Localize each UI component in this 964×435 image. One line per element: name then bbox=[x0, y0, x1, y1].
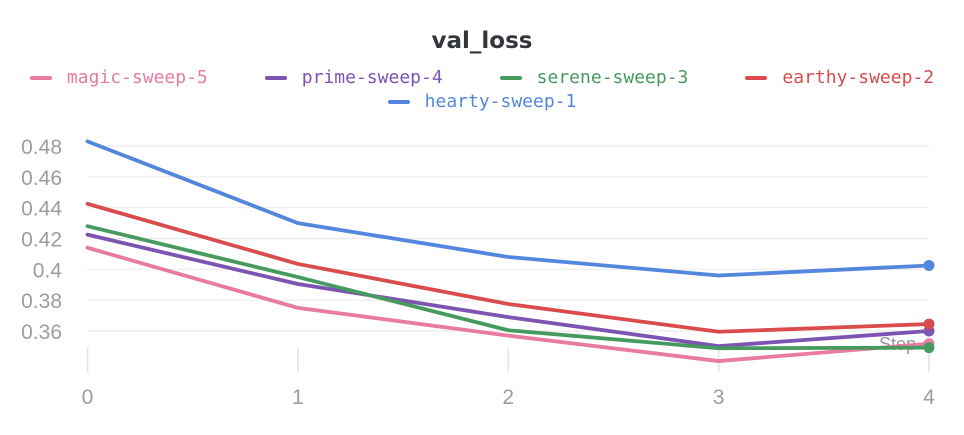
legend-item-prime-sweep-4[interactable]: prime-sweep-4 bbox=[264, 66, 443, 89]
y-tick-label: 0.48 bbox=[21, 136, 62, 159]
legend-label: hearty-sweep-1 bbox=[424, 91, 577, 112]
legend-row: hearty-sweep-1 bbox=[387, 90, 577, 113]
y-tick-label: 0.38 bbox=[21, 290, 62, 313]
chart-title: val_loss bbox=[431, 28, 533, 54]
legend: magic-sweep-5 prime-sweep-4 serene-sweep-3… bbox=[0, 66, 964, 113]
y-tick-label: 0.42 bbox=[21, 229, 62, 252]
legend-label: prime-sweep-4 bbox=[301, 67, 443, 88]
legend-swatch-icon bbox=[264, 75, 287, 80]
legend-item-hearty-sweep-1[interactable]: hearty-sweep-1 bbox=[387, 90, 577, 113]
x-tick-label: 0 bbox=[82, 386, 94, 409]
legend-item-magic-sweep-5[interactable]: magic-sweep-5 bbox=[29, 66, 208, 89]
series-endpoint-dot-hearty-sweep-1 bbox=[923, 259, 935, 271]
legend-swatch-icon bbox=[29, 75, 52, 80]
x-tick-label: 4 bbox=[923, 386, 935, 409]
x-tick-label: 1 bbox=[292, 386, 304, 409]
series-line-magic-sweep-5 bbox=[85, 245, 931, 363]
legend-swatch-icon bbox=[499, 75, 522, 80]
legend-label: magic-sweep-5 bbox=[66, 67, 208, 88]
legend-swatch-icon bbox=[387, 99, 410, 104]
legend-label: earthy-sweep-2 bbox=[782, 67, 935, 88]
series-line-earthy-sweep-2 bbox=[85, 201, 931, 334]
series-endpoint-dot-serene-sweep-3 bbox=[923, 342, 935, 354]
y-tick-label: 0.4 bbox=[33, 259, 63, 282]
series-line-serene-sweep-3 bbox=[85, 224, 931, 351]
legend-item-earthy-sweep-2[interactable]: earthy-sweep-2 bbox=[745, 66, 934, 89]
y-tick-label: 0.44 bbox=[21, 198, 62, 221]
legend-swatch-icon bbox=[745, 75, 768, 80]
series-line-prime-sweep-4 bbox=[85, 232, 931, 349]
y-tick-label: 0.46 bbox=[21, 167, 62, 190]
x-tick-label: 2 bbox=[502, 386, 514, 409]
y-tick-label: 0.36 bbox=[21, 321, 62, 344]
legend-label: serene-sweep-3 bbox=[536, 67, 689, 88]
legend-item-serene-sweep-3[interactable]: serene-sweep-3 bbox=[499, 66, 689, 89]
x-tick-label: 3 bbox=[713, 386, 725, 409]
legend-row: magic-sweep-5 prime-sweep-4 serene-sweep-3… bbox=[29, 66, 934, 89]
series-endpoint-dot-earthy-sweep-2 bbox=[923, 318, 935, 330]
series-line-hearty-sweep-1 bbox=[85, 139, 931, 278]
